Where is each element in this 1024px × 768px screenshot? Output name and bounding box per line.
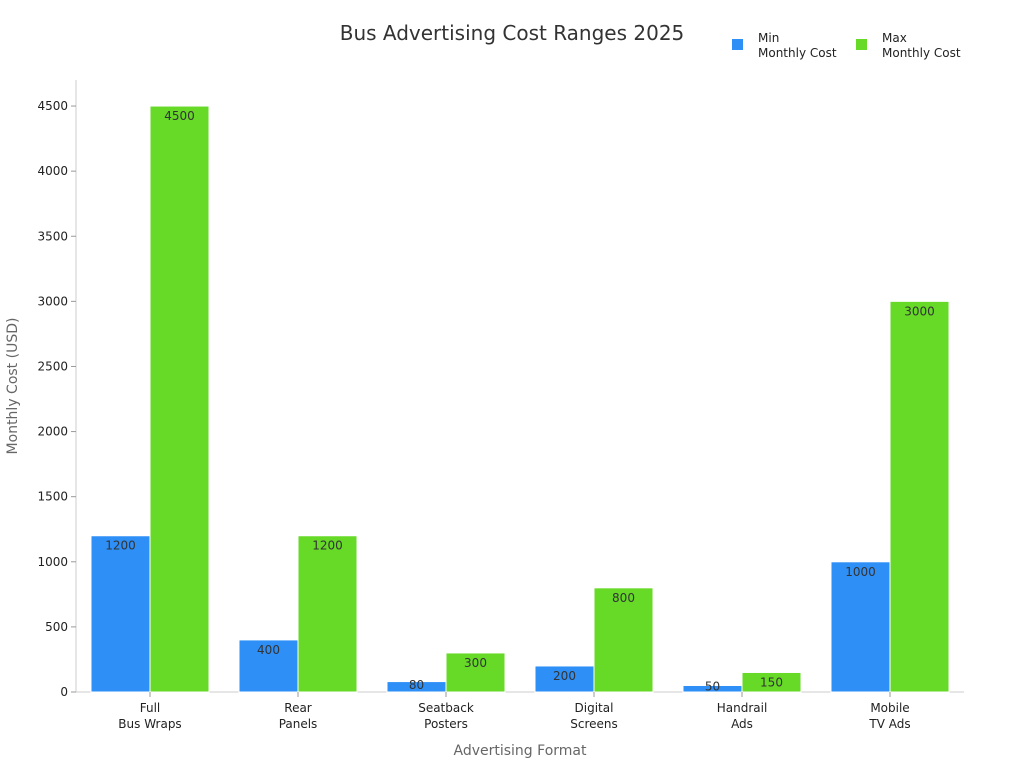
data-label: 400 [257,643,280,657]
y-tick-label: 1500 [37,490,68,504]
data-label: 1200 [105,539,136,553]
bar-max [149,105,210,693]
bar-max [741,671,802,693]
x-axis-label: Advertising Format [454,743,587,759]
legend-label: Monthly Cost [758,46,837,60]
x-tick-label: Handrail [717,701,768,715]
chart-title: Bus Advertising Cost Ranges 2025 [340,21,685,45]
x-tick-label: Bus Wraps [118,717,181,731]
x-tick-label: TV Ads [868,717,910,731]
data-label: 1000 [845,565,876,579]
y-axis-label: Monthly Cost (USD) [5,318,21,455]
y-tick-label: 2500 [37,359,68,373]
x-axis: Full Bus Wraps Rear Panels Seatback Posters Di… [118,692,911,731]
data-label: 1200 [312,539,343,553]
y-tick-label: 1000 [37,555,68,569]
bar-max [593,587,654,693]
y-tick-label: 0 [60,685,68,699]
data-label: 3000 [904,304,935,318]
data-label: 50 [705,680,720,694]
bar-max [445,652,506,693]
bar-min [90,535,151,693]
y-tick-label: 2000 [37,425,68,439]
legend-swatch [732,39,743,50]
x-tick-label: Ads [731,717,753,731]
data-label: 4500 [164,109,195,123]
y-tick-label: 4500 [37,99,68,113]
x-tick-label: Full [140,701,161,715]
x-tick-label: Rear [284,701,312,715]
bar-min [534,665,595,693]
y-tick-label: 4000 [37,164,68,178]
x-tick-label: Posters [424,717,468,731]
y-axis: 0 500 1000 1500 2000 2500 3000 3500 4000 4500 [37,80,77,699]
legend-label: Min [758,31,779,45]
bar-min [238,639,299,693]
x-tick-label: Screens [570,717,618,731]
bar-max [297,535,358,693]
bar-max [889,300,950,693]
bar-min [830,561,891,693]
y-tick-label: 500 [45,620,68,634]
x-tick-label: Seatback [418,701,474,715]
data-label: 200 [553,669,576,683]
bars: 1200 4500 400 1200 80 300 200 800 50 150 1000 3000 [90,105,950,694]
y-tick-label: 3000 [37,294,68,308]
x-tick-label: Mobile [870,701,909,715]
legend-label: Monthly Cost [882,46,961,60]
data-label: 150 [760,675,783,689]
data-label: 800 [612,591,635,605]
legend-swatch [856,39,867,50]
x-tick-label: Digital [575,701,614,715]
y-tick-label: 3500 [37,229,68,243]
x-tick-label: Panels [279,717,318,731]
legend-label: Max [882,31,907,45]
data-label: 80 [409,678,424,692]
data-label: 300 [464,656,487,670]
